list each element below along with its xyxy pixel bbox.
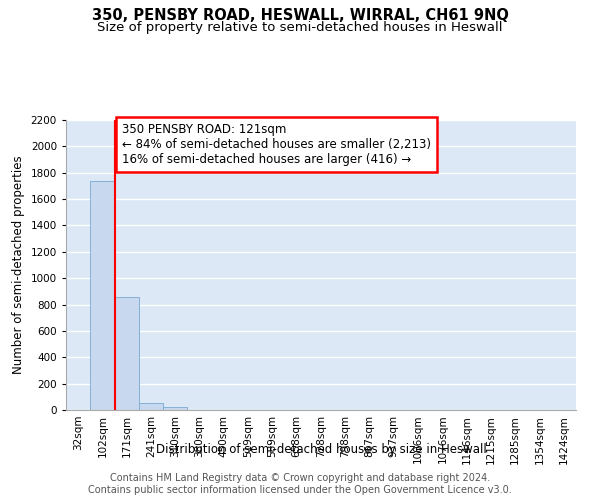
Text: Distribution of semi-detached houses by size in Heswall: Distribution of semi-detached houses by …: [155, 442, 487, 456]
Bar: [115, 296, 139, 410]
Text: 350, PENSBY ROAD, HESWALL, WIRRAL, CH61 9NQ: 350, PENSBY ROAD, HESWALL, WIRRAL, CH61 …: [92, 8, 508, 22]
Bar: [163, 408, 187, 410]
Text: 350 PENSBY ROAD: 121sqm
← 84% of semi-detached houses are smaller (2,213)
16% of: 350 PENSBY ROAD: 121sqm ← 84% of semi-de…: [122, 122, 431, 166]
Text: Size of property relative to semi-detached houses in Heswall: Size of property relative to semi-detach…: [97, 21, 503, 34]
Bar: [139, 403, 163, 410]
Y-axis label: Number of semi-detached properties: Number of semi-detached properties: [12, 156, 25, 374]
Text: Contains HM Land Registry data © Crown copyright and database right 2024.
Contai: Contains HM Land Registry data © Crown c…: [88, 474, 512, 495]
Bar: [90, 180, 115, 410]
